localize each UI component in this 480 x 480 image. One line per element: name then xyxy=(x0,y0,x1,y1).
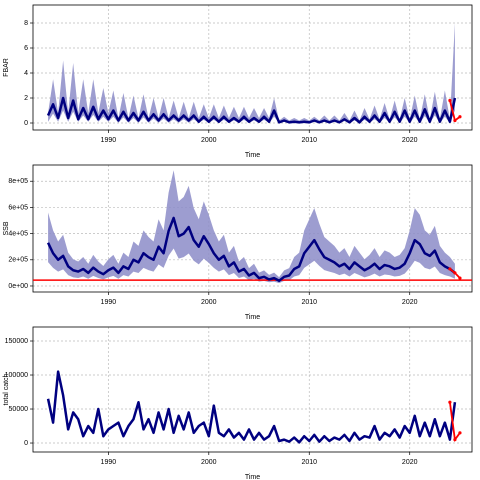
y-tick-label: 8 xyxy=(24,20,28,27)
y-axis-label: total catch xyxy=(3,373,10,405)
plot-frame xyxy=(32,326,473,453)
band xyxy=(48,170,455,284)
x-tick-label: 1990 xyxy=(101,137,117,144)
y-tick-label: 8e+05 xyxy=(8,178,28,185)
y-tick-label: 150000 xyxy=(5,338,28,345)
forecast-point xyxy=(458,431,462,435)
forecast-point xyxy=(458,115,462,119)
forecast-point xyxy=(448,400,452,404)
forecast-point xyxy=(453,438,457,442)
x-axis-label: Time xyxy=(245,152,260,159)
y-tick-label: 0 xyxy=(24,120,28,127)
y-tick-label: 2e+05 xyxy=(8,257,28,264)
x-tick-label: 2000 xyxy=(201,137,217,144)
median-line xyxy=(46,370,457,444)
y-tick-label: 2 xyxy=(24,95,28,102)
x-tick-label: 2010 xyxy=(301,299,317,306)
x-tick-label: 2020 xyxy=(402,137,418,144)
y-axis-label: FBAR xyxy=(3,58,10,77)
forecast-point xyxy=(448,267,452,271)
x-tick-label: 2020 xyxy=(402,459,418,466)
y-tick-label: 0e+00 xyxy=(8,283,28,290)
y-tick-label: 4 xyxy=(24,70,28,77)
forecast-point xyxy=(453,271,457,275)
x-tick-label: 2010 xyxy=(301,459,317,466)
median-line xyxy=(46,96,457,124)
x-tick-label: 2000 xyxy=(201,459,217,466)
y-tick-label: 0 xyxy=(24,440,28,447)
forecast-point xyxy=(458,276,462,280)
plot-frame xyxy=(32,4,473,131)
plot-frame xyxy=(32,164,473,293)
y-tick-label: 100000 xyxy=(5,372,28,379)
y-tick-label: 4e+05 xyxy=(8,230,28,237)
x-tick-label: 1990 xyxy=(101,459,117,466)
forecast-point xyxy=(453,118,457,123)
x-axis-label: Time xyxy=(245,314,260,321)
x-tick-label: 2010 xyxy=(301,137,317,144)
forecast-point xyxy=(448,98,452,103)
x-tick-label: 2000 xyxy=(201,299,217,306)
y-tick-label: 50000 xyxy=(9,406,29,413)
x-tick-label: 2020 xyxy=(402,299,418,306)
x-axis-label: Time xyxy=(245,474,260,480)
y-axis-label: SSB xyxy=(3,221,10,235)
median-line xyxy=(46,216,456,282)
y-tick-label: 6 xyxy=(24,45,28,52)
y-tick-label: 6e+05 xyxy=(8,204,28,211)
x-tick-label: 1990 xyxy=(101,299,117,306)
